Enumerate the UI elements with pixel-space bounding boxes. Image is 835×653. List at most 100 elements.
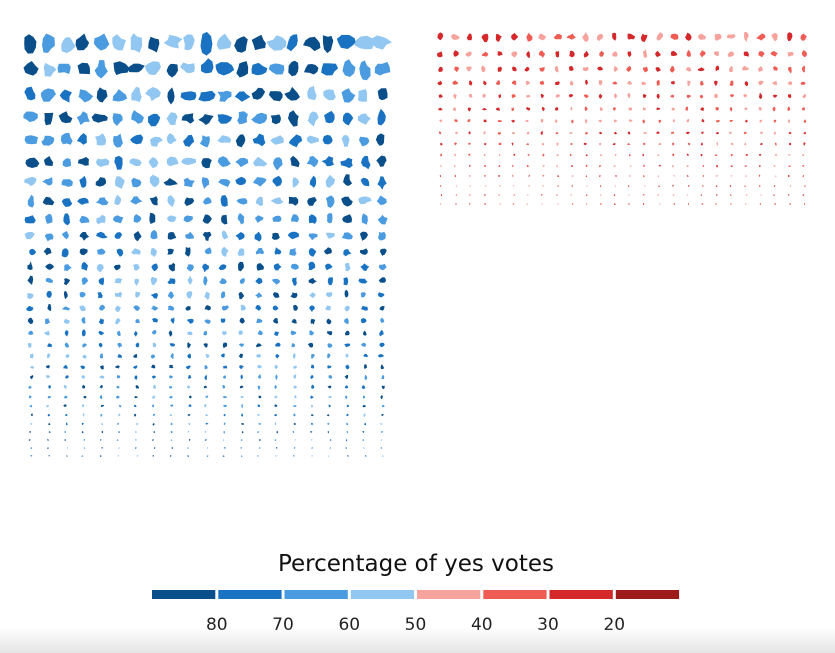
district-shape-yes xyxy=(235,157,249,168)
district-shape-no xyxy=(568,94,574,98)
district-shape-yes xyxy=(380,423,383,425)
district-shape-no xyxy=(513,153,516,156)
district-shape-yes xyxy=(81,375,85,379)
district-shape-yes xyxy=(44,156,53,166)
district-shape-no xyxy=(553,34,562,40)
district-shape-yes xyxy=(344,305,350,312)
district-shape-yes xyxy=(252,177,267,187)
district-shape-yes xyxy=(133,331,138,337)
district-shape-yes xyxy=(154,447,156,449)
district-shape-yes xyxy=(274,385,277,389)
district-shape-yes xyxy=(256,318,263,324)
district-shape-yes xyxy=(47,343,53,348)
district-shape-yes xyxy=(198,90,216,102)
district-shape-no xyxy=(642,49,648,58)
district-shape-yes xyxy=(44,330,50,336)
district-shape-no xyxy=(524,66,530,72)
district-shape-yes xyxy=(135,291,141,298)
district-shape-no xyxy=(656,107,661,111)
legend-bin-swatch xyxy=(350,590,415,599)
district-shape-yes xyxy=(63,404,67,407)
district-shape-no xyxy=(555,132,559,135)
district-shape-yes xyxy=(342,59,356,77)
district-shape-no xyxy=(571,175,574,177)
district-shape-yes xyxy=(127,63,145,73)
district-shape-no xyxy=(758,80,764,86)
district-shape-no xyxy=(729,131,732,135)
district-shape-no xyxy=(758,174,761,178)
district-shape-yes xyxy=(133,365,138,369)
district-shape-yes xyxy=(308,233,318,241)
district-shape-no xyxy=(585,79,588,85)
district-shape-yes xyxy=(327,385,332,389)
district-shape-no xyxy=(452,106,457,111)
district-shape-no xyxy=(483,119,487,123)
no-districts-grid xyxy=(437,31,808,206)
district-shape-yes xyxy=(342,112,354,126)
legend-bin-swatch xyxy=(284,590,348,599)
district-shape-yes xyxy=(152,330,157,335)
district-shape-yes xyxy=(329,438,332,441)
district-shape-yes xyxy=(60,132,73,145)
district-shape-no xyxy=(730,194,732,196)
district-shape-yes xyxy=(47,447,49,449)
district-shape-yes xyxy=(309,292,316,298)
district-shape-no xyxy=(569,80,574,86)
district-shape-yes xyxy=(114,155,123,170)
district-shape-no xyxy=(686,165,689,167)
district-shape-no xyxy=(512,164,514,168)
district-shape-yes xyxy=(275,455,277,457)
yes-districts-grid xyxy=(23,31,392,458)
district-shape-no xyxy=(643,66,648,73)
district-shape-yes xyxy=(329,447,332,449)
district-shape-yes xyxy=(321,63,339,76)
district-shape-no xyxy=(571,203,574,205)
district-shape-no xyxy=(673,175,676,177)
district-shape-yes xyxy=(321,156,334,167)
district-shape-yes xyxy=(377,354,384,358)
district-shape-no xyxy=(743,51,749,57)
district-shape-no xyxy=(467,153,471,156)
district-shape-yes xyxy=(27,317,34,325)
district-shape-yes xyxy=(44,233,54,242)
district-shape-yes xyxy=(170,422,173,426)
district-shape-no xyxy=(571,119,574,124)
district-shape-no xyxy=(469,203,471,205)
district-shape-yes xyxy=(114,278,123,284)
district-shape-no xyxy=(496,107,500,111)
district-shape-yes xyxy=(292,177,300,188)
district-shape-no xyxy=(585,131,588,135)
district-shape-yes xyxy=(184,247,191,257)
district-shape-yes xyxy=(311,353,315,359)
district-shape-yes xyxy=(64,264,72,271)
district-shape-no xyxy=(744,107,748,111)
district-shape-yes xyxy=(187,342,191,349)
district-shape-yes xyxy=(238,343,245,347)
district-shape-no xyxy=(803,142,806,146)
district-shape-no xyxy=(440,142,443,146)
district-shape-yes xyxy=(133,305,140,311)
district-shape-no xyxy=(469,93,473,98)
district-shape-no xyxy=(774,203,776,206)
district-shape-yes xyxy=(380,447,382,449)
district-shape-no xyxy=(715,185,718,187)
district-shape-yes xyxy=(223,404,227,408)
district-shape-yes xyxy=(358,196,372,205)
district-shape-yes xyxy=(23,111,38,123)
district-shape-yes xyxy=(327,277,333,286)
district-shape-no xyxy=(454,66,459,73)
district-shape-yes xyxy=(275,354,280,359)
district-shape-no xyxy=(804,202,806,206)
district-shape-no xyxy=(729,65,733,73)
district-shape-yes xyxy=(275,342,281,347)
district-shape-yes xyxy=(83,447,86,449)
district-shape-yes xyxy=(187,385,191,389)
district-shape-yes xyxy=(257,404,260,408)
district-shape-yes xyxy=(81,422,84,425)
district-shape-yes xyxy=(169,343,175,347)
district-shape-no xyxy=(437,51,443,58)
district-shape-no xyxy=(743,94,748,98)
district-shape-no xyxy=(729,80,734,86)
district-shape-no xyxy=(643,132,648,134)
district-shape-no xyxy=(801,65,806,73)
